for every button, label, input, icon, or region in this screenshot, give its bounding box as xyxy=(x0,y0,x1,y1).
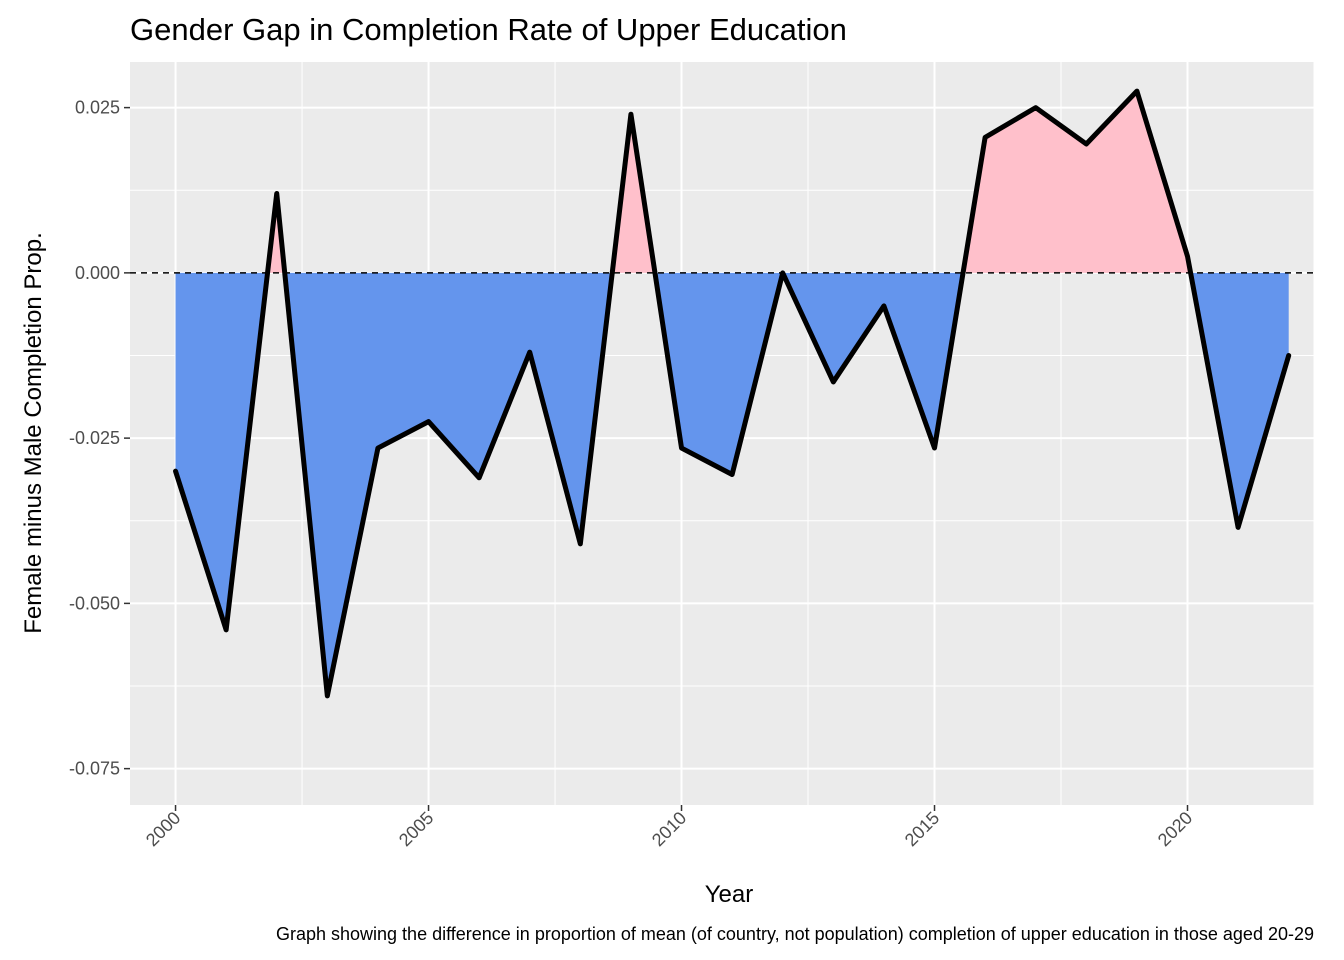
y-tick-label: -0.075 xyxy=(69,759,120,779)
x-tick-label: 2020 xyxy=(1154,808,1196,850)
y-tick-label: 0.025 xyxy=(75,98,120,118)
x-axis-title: Year xyxy=(705,881,754,908)
positive-gap-area xyxy=(963,91,1191,273)
gap-series-line xyxy=(173,88,1292,699)
y-tick-label: 0.000 xyxy=(75,263,120,283)
x-axis: 2000 2005 2010 2015 2020 xyxy=(142,805,1196,850)
x-tick-label: 2005 xyxy=(395,808,437,850)
y-tick-label: -0.050 xyxy=(69,593,120,613)
x-tick-label: 2015 xyxy=(901,808,943,850)
chart-title: Gender Gap in Completion Rate of Upper E… xyxy=(130,12,847,47)
x-tick-label: 2010 xyxy=(648,808,690,850)
negative-gap-area xyxy=(284,272,613,696)
series-line xyxy=(173,88,1292,699)
positive-gap-area xyxy=(612,114,655,273)
chart-caption: Graph showing the difference in proporti… xyxy=(276,924,1314,944)
x-tick-label: 2000 xyxy=(142,808,184,850)
negative-gap-area xyxy=(654,272,964,475)
y-axis: 0.025 0.000 -0.025 -0.050 -0.075 xyxy=(69,98,130,779)
y-axis-title: Female minus Male Completion Prop. xyxy=(20,232,47,634)
y-tick-label: -0.025 xyxy=(69,428,120,448)
negative-gap-area xyxy=(1190,272,1289,528)
